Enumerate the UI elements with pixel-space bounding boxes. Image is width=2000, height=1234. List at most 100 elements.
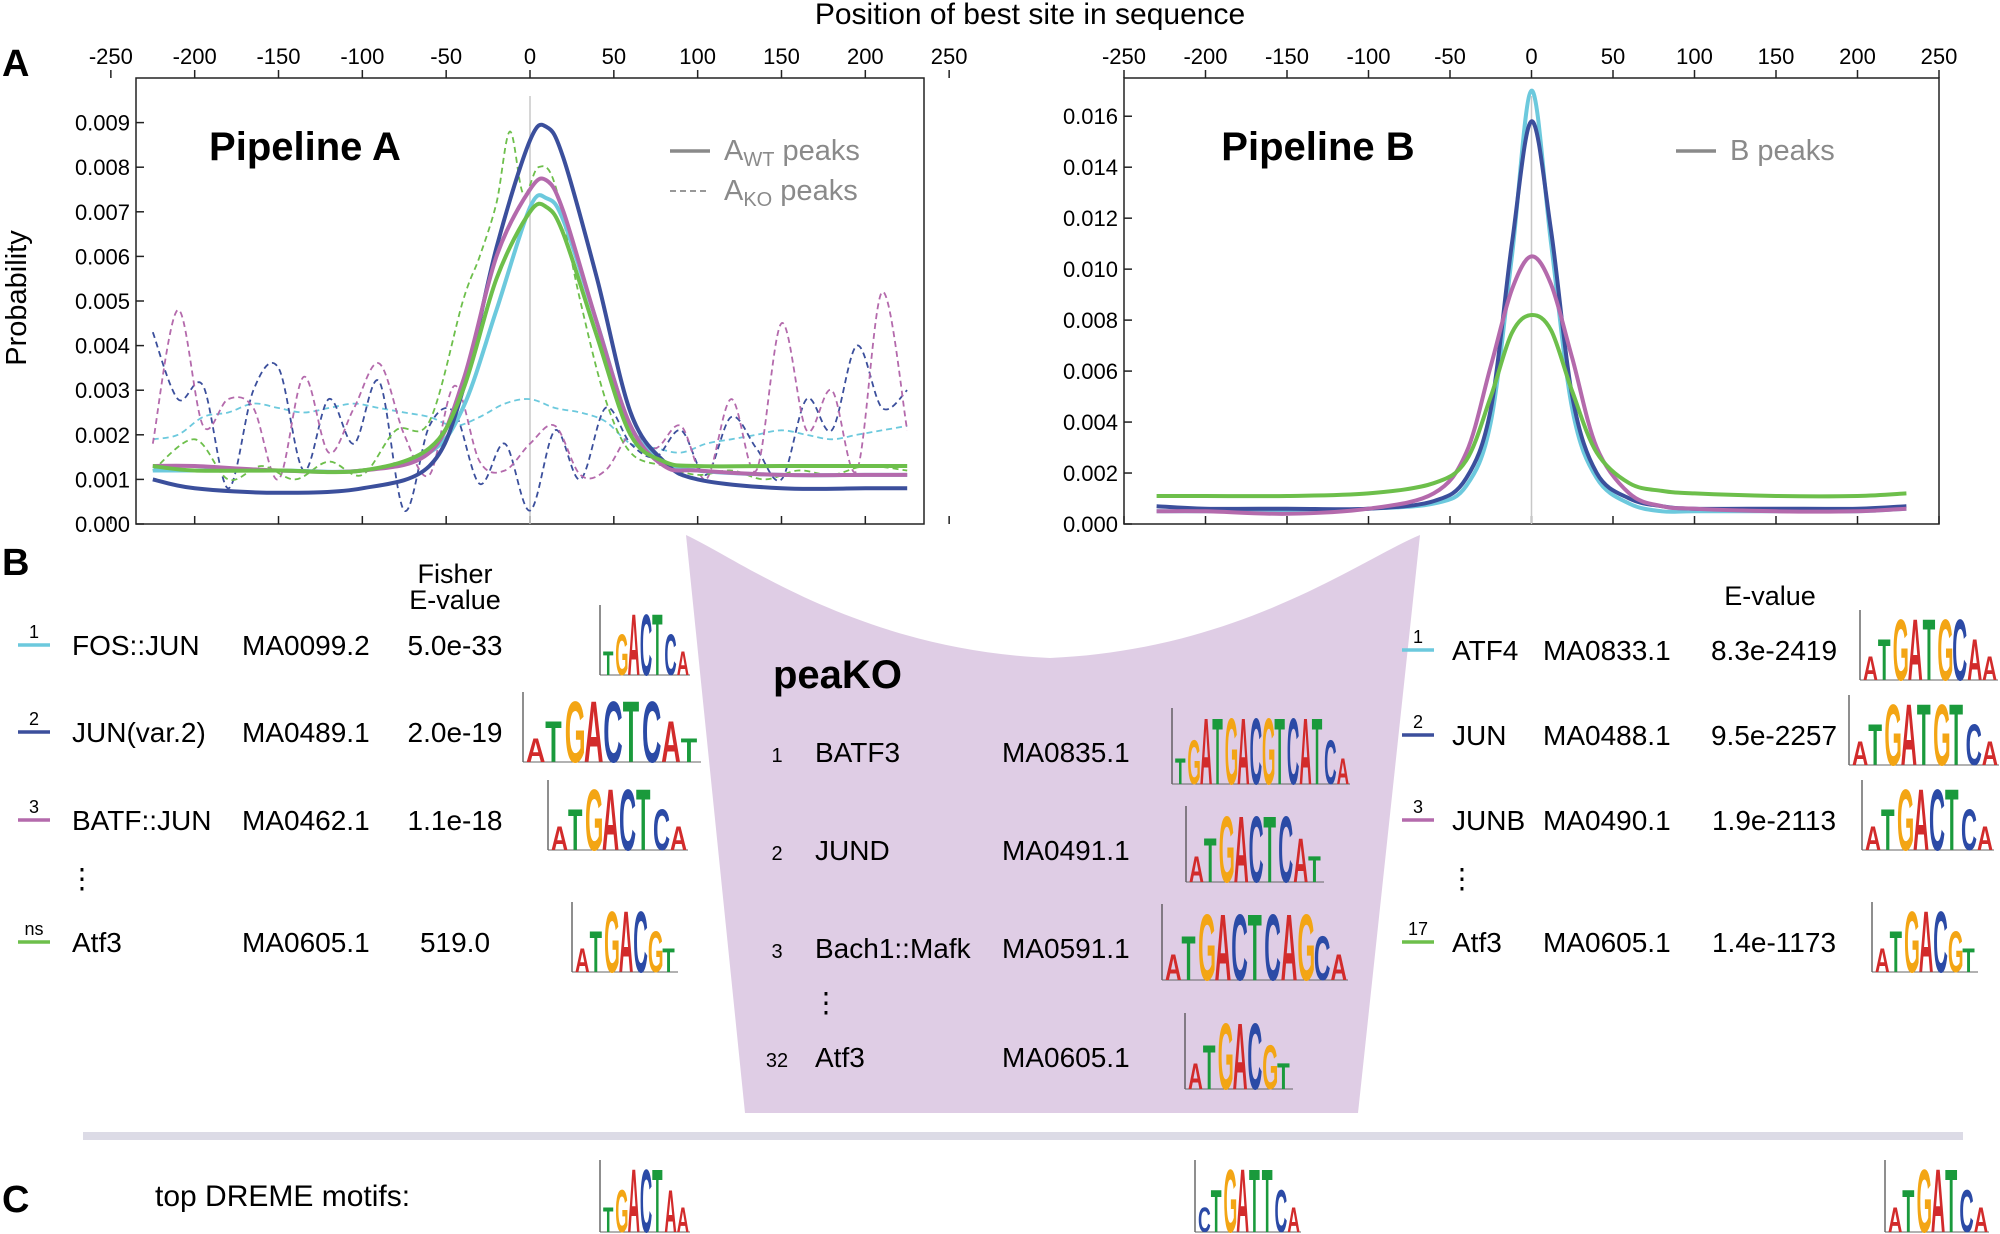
logo-letter: T — [1945, 1151, 1957, 1234]
logo-letter: G — [615, 1179, 628, 1234]
logo-letter: C — [1278, 796, 1293, 902]
series-line-blue-solid — [152, 122, 908, 495]
logo-letter: A — [1215, 893, 1232, 1000]
chart-title: Pipeline A — [209, 125, 401, 169]
logo-letter: T — [1263, 796, 1276, 902]
logo-letter: A — [1875, 942, 1890, 980]
dreme-motifs: top DREME motifs: T G A C T A A C T G A T T C A A T GA T C A — [155, 1150, 1989, 1234]
logo-letter: G — [1884, 686, 1902, 785]
logo-letter: T — [1182, 924, 1196, 994]
logo-letter: T — [652, 1150, 662, 1234]
rank-label: 1 — [29, 622, 39, 642]
logo-letter: T — [1308, 850, 1321, 891]
logo-letter: C — [1275, 1179, 1288, 1234]
logo-letter: A — [584, 682, 603, 781]
y-tick-label: 0.005 — [75, 289, 130, 314]
logo-letter: C — [1249, 796, 1264, 902]
rank-label: 2 — [1413, 712, 1423, 732]
legend: B peaks — [1676, 135, 1835, 167]
x-tick-label: 200 — [1839, 44, 1876, 69]
logo-letter: G — [1187, 727, 1200, 798]
logo-letter: A — [602, 771, 619, 869]
motif-name: JUNB — [1452, 805, 1525, 836]
panel-label-a: A — [2, 43, 29, 85]
logo-letter: G — [1893, 602, 1909, 700]
separator-bar — [83, 1132, 1963, 1140]
logo-letter: T — [1902, 1180, 1914, 1234]
motif-evalue: 2.0e-19 — [408, 717, 503, 748]
logo-letter: G — [1218, 1003, 1234, 1109]
logo-letter: T — [1868, 714, 1882, 779]
peako-title: peaKO — [773, 653, 902, 697]
logo-letter: A — [1852, 736, 1868, 774]
series-line-blue-dashed — [151, 331, 908, 512]
motif-evalue: 8.3e-2419 — [1711, 635, 1837, 666]
motif-row: 3 BATF::JUN MA0462.1 1.1e-18 A T GA C T C A — [18, 771, 688, 869]
sequence-logo: A T GA C T C A T — [1185, 796, 1324, 903]
y-tick-label: 0.008 — [75, 155, 130, 180]
x-tick-label: 150 — [1758, 44, 1795, 69]
rank-label: 3 — [1413, 797, 1423, 817]
x-tick-label: -250 — [1102, 44, 1146, 69]
x-tick-label: 100 — [679, 44, 716, 69]
logo-letter: T — [681, 732, 698, 770]
logo-letter: A — [1299, 699, 1311, 805]
logo-letter: C — [1314, 924, 1331, 994]
logo-letter: G — [1948, 920, 1964, 985]
motif-table-pipeline-a: Fisher E-value 1 FOS::JUN MA0099.2 5.0e-33 T… — [18, 559, 701, 991]
logo-letter: A — [1189, 850, 1204, 891]
logo-letter: A — [677, 645, 689, 683]
motif-row: 17 Atf3 MA0605.1 1.4e-1173 A T GA C GT — [1402, 895, 1978, 991]
rank-label: 3 — [771, 941, 782, 963]
logo-letter: T — [1274, 699, 1285, 805]
motif-row: 1 ATF4 MA0833.1 8.3e-2419 A T GA T GC A A — [1402, 602, 1998, 700]
logo-letter: A — [1982, 650, 1997, 687]
motif-id: MA0488.1 — [1543, 720, 1671, 751]
y-tick-label: 0.002 — [1063, 461, 1118, 486]
logo-letter: T — [1277, 1057, 1290, 1098]
x-tick-label: -50 — [430, 44, 462, 69]
logo-letter: T — [1923, 602, 1936, 700]
ellipsis: ⋮ — [1448, 863, 1476, 894]
logo-letter: T — [1212, 699, 1223, 805]
logo-letter: T — [662, 942, 674, 980]
logo-letter: G — [1224, 1150, 1238, 1234]
sequence-logo: A T GA C GT — [1184, 1003, 1293, 1110]
rank-label: 3 — [29, 797, 39, 817]
logo-letter: A — [1281, 893, 1298, 1000]
logo-letter: G — [565, 682, 586, 781]
sequence-logo: A T GA C T C A — [547, 771, 688, 869]
y-tick-label: 0.007 — [75, 200, 130, 225]
logo-letter: T — [1249, 1150, 1260, 1234]
logo-letter: A — [619, 895, 634, 991]
ellipsis: ⋮ — [812, 987, 840, 1018]
logo-letter: A — [1919, 895, 1934, 991]
logo-letter: T — [603, 1200, 614, 1234]
logo-letter: T — [1949, 686, 1963, 785]
sequence-logo: A T GA T GT C A — [1848, 686, 1999, 785]
x-tick-label: -150 — [256, 44, 300, 69]
rank-label: 1 — [771, 745, 782, 767]
sequence-logo: A T GA C GT — [571, 895, 678, 991]
series-lines — [151, 122, 909, 512]
y-tick-label: 0.000 — [75, 512, 130, 537]
x-tick-label: 50 — [1601, 44, 1625, 69]
chart-title: Pipeline B — [1221, 125, 1414, 169]
motif-id: MA0099.2 — [242, 630, 370, 661]
logo-letter: T — [568, 799, 582, 863]
motif-name: JUND — [815, 835, 890, 866]
motif-name: ATF4 — [1452, 635, 1518, 666]
series-line-cyan-dashed — [152, 398, 908, 454]
logo-letter: T — [1175, 752, 1186, 793]
logo-letter: G — [604, 895, 620, 991]
logo-letter: A — [526, 732, 545, 770]
logo-letter: A — [1337, 752, 1350, 793]
logo-letter: G — [648, 920, 664, 985]
logo-letter: A — [1237, 699, 1249, 805]
y-tick-label: 0.006 — [75, 244, 130, 269]
x-tick-label: 200 — [847, 44, 884, 69]
motif-id: MA0605.1 — [1002, 1042, 1130, 1073]
